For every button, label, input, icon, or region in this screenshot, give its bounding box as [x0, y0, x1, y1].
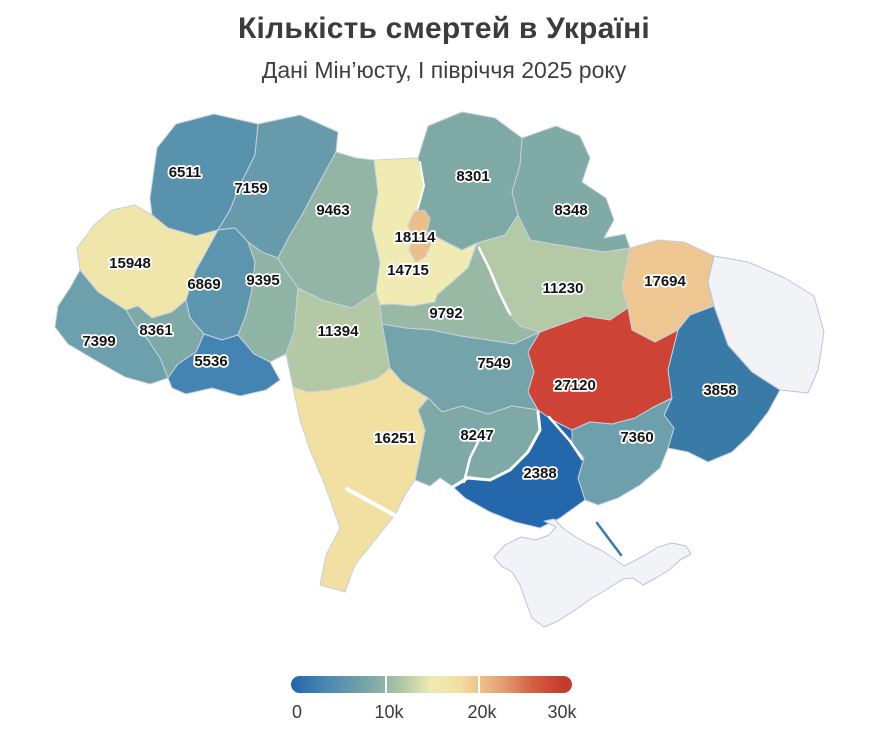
legend-tick-20k — [478, 676, 481, 693]
legend-label-20k: 20k — [467, 702, 497, 722]
dnister-estuary-line — [345, 487, 398, 518]
region-sumy[interactable] — [511, 125, 631, 253]
page-title: Кількість смертей в Україні — [238, 12, 650, 45]
kakhovka-reservoir-line — [547, 415, 584, 461]
dnipro-river-lower-line — [451, 410, 542, 489]
kyiv-reservoir-line — [417, 161, 425, 209]
buh-estuary-line — [462, 438, 481, 484]
color-legend: 0 10k 20k 30k — [291, 676, 577, 726]
legend-label-30k: 30k — [547, 702, 577, 722]
region-zakarpattia[interactable] — [54, 269, 169, 385]
legend-colorbar — [291, 676, 572, 693]
region-kyiv-city[interactable] — [407, 209, 432, 263]
page-subtitle: Дані Мін’юсту, І півріччя 2025 року — [261, 57, 627, 83]
region-chernivtsi[interactable] — [167, 333, 281, 397]
region-luhansk[interactable] — [707, 255, 825, 394]
region-chernihiv[interactable] — [417, 111, 523, 251]
legend-label-0: 0 — [291, 702, 303, 722]
legend-label-10k: 10k — [374, 702, 404, 722]
region-odesa[interactable] — [292, 367, 429, 593]
legend-tick-10k — [384, 676, 387, 693]
region-crimea[interactable] — [493, 518, 692, 628]
arabat-spit-line — [595, 521, 623, 557]
legend-tick-labels: 0 10k 20k 30k — [291, 702, 577, 726]
kremenchuk-reservoir-line — [477, 246, 512, 316]
